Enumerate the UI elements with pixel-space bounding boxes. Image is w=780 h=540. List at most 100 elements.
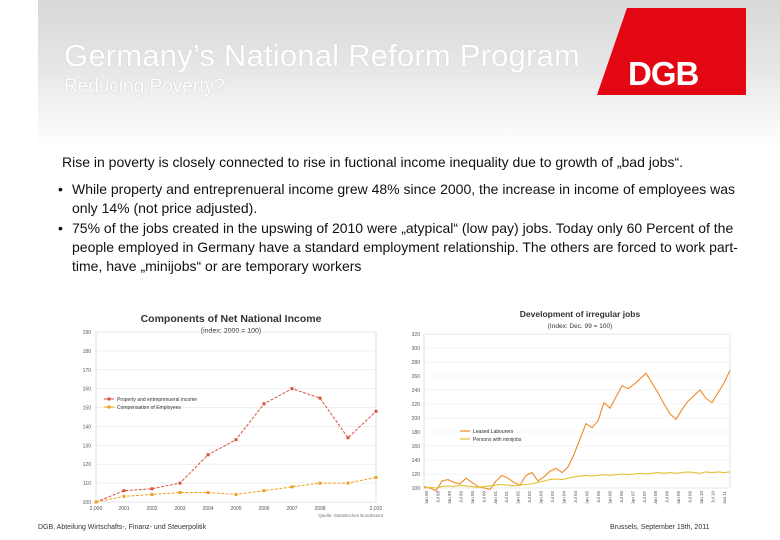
data-point	[122, 489, 126, 493]
x-tick-label: 2008	[314, 506, 325, 512]
x-tick-label: Jan 10	[699, 491, 704, 505]
y-tick-label: 140	[412, 458, 421, 464]
x-tick-label: Jul 02	[527, 491, 532, 504]
data-point	[150, 492, 154, 496]
bullet-item: • 75% of the jobs created in the upswing…	[58, 219, 738, 276]
dgb-logo	[597, 8, 746, 95]
x-tick-label: 2006	[258, 506, 269, 512]
irregular-jobs-chart: Development of irregular jobs (Index: De…	[412, 309, 731, 505]
x-tick-label: Jan 11	[722, 491, 727, 505]
slide-subtitle: Reducing Poverty?	[64, 76, 225, 97]
x-tick-label: Jan 99	[447, 491, 452, 505]
legend-label: Property and entreprenueral income	[117, 397, 197, 403]
y-tick-label: 170	[83, 368, 92, 374]
x-tick-label: Jan 98	[424, 491, 429, 505]
x-tick-label: Jul 10	[711, 491, 716, 504]
y-tick-label: 240	[412, 388, 421, 394]
data-point	[318, 481, 322, 485]
x-tick-label: Jan 07	[630, 491, 635, 505]
x-tick-label: Jul 06	[619, 491, 624, 504]
logo-shape	[597, 8, 746, 95]
x-tick-label: Jul 05	[596, 491, 601, 504]
bullet-item: • While property and entreprenueral inco…	[58, 180, 738, 218]
plot-area	[95, 331, 377, 503]
legend-marker	[107, 397, 111, 401]
y-tick-label: 100	[83, 500, 92, 506]
series-line	[423, 370, 731, 492]
x-tick-label: 2005	[230, 506, 241, 512]
x-tick-label: Jul 07	[642, 491, 647, 504]
y-tick-label: 120	[83, 462, 92, 468]
y-tick-label: 180	[83, 349, 92, 355]
x-tick-label: 2,010	[370, 506, 383, 512]
x-tick-label: 2004	[202, 506, 213, 512]
x-tick-label: Jan 02	[516, 491, 521, 505]
net-income-chart: Components of Net National Income (index…	[83, 313, 384, 518]
data-point	[234, 492, 238, 496]
chart-title: Components of Net National Income	[141, 313, 322, 325]
footer-date: Brussels, September 19th, 2011	[610, 524, 710, 531]
x-tick-label: Jan 03	[539, 491, 544, 505]
data-point	[122, 494, 126, 498]
data-point	[374, 409, 378, 413]
y-tick-label: 130	[83, 443, 92, 449]
data-point	[290, 387, 294, 391]
data-point	[262, 402, 266, 406]
x-tick-label: 2007	[286, 506, 297, 512]
data-point	[290, 485, 294, 489]
x-tick-label: Jan 09	[676, 491, 681, 505]
y-tick-label: 260	[412, 374, 421, 380]
data-point	[150, 487, 154, 491]
data-point	[318, 396, 322, 400]
data-point	[178, 491, 182, 495]
data-point	[262, 489, 266, 493]
legend-label: Persons with minijobs	[473, 437, 522, 443]
lead-text: Rise in poverty is closely connected to …	[62, 154, 683, 170]
bullet-text: While property and entreprenueral income…	[72, 181, 736, 216]
bullet-dot-icon: •	[58, 181, 63, 197]
x-tick-label: 2003	[174, 506, 185, 512]
series-line	[423, 471, 731, 489]
y-tick-label: 140	[83, 424, 92, 430]
x-tick-label: Jan 01	[493, 491, 498, 505]
bullet-dot-icon: •	[58, 220, 63, 236]
data-point	[178, 481, 182, 485]
x-tick-label: 2002	[146, 506, 157, 512]
data-point	[346, 436, 350, 440]
bullet-text: 75% of the jobs created in the upswing o…	[72, 220, 738, 274]
y-tick-label: 100	[412, 486, 421, 492]
x-tick-label: Jul 03	[550, 491, 555, 504]
bullet-list: • While property and entreprenueral inco…	[58, 180, 738, 277]
legend-label: Leased Labourers	[473, 429, 514, 435]
x-tick-label: Jan 05	[584, 491, 589, 505]
x-tick-label: Jul 99	[458, 491, 463, 504]
footer-department: DGB, Abteilung Wirtschafts-, Finanz- und…	[38, 524, 207, 531]
x-tick-label: Jul 98	[435, 491, 440, 504]
y-tick-label: 190	[83, 330, 92, 336]
series-line	[95, 476, 377, 503]
slide-title: Germany’s National Reform Program	[64, 38, 580, 73]
legend-label: Compensation of Employees	[117, 405, 181, 411]
y-tick-label: 300	[412, 346, 421, 352]
y-tick-label: 110	[83, 481, 91, 487]
plot-area	[423, 333, 731, 489]
chart-subtitle: (Index: Dec. 99 = 100)	[548, 323, 613, 330]
legend-marker	[107, 405, 111, 409]
x-tick-label: 2,000	[90, 506, 103, 512]
x-tick-label: Jul 04	[573, 491, 578, 504]
y-tick-label: 320	[412, 332, 421, 338]
data-point	[94, 500, 98, 504]
y-tick-label: 280	[412, 360, 421, 366]
x-tick-label: Jan 08	[653, 491, 658, 505]
data-point	[206, 491, 210, 495]
x-tick-label: Jan 04	[562, 491, 567, 505]
x-tick-label: Jul 01	[504, 491, 509, 504]
x-tick-label: Jul 08	[665, 491, 670, 504]
data-point	[206, 453, 210, 457]
y-tick-label: 120	[412, 472, 421, 478]
y-tick-label: 160	[412, 444, 421, 450]
logo-text: DGB	[628, 55, 699, 92]
chart-title: Development of irregular jobs	[520, 309, 641, 319]
y-tick-label: 160	[83, 387, 92, 393]
y-tick-label: 220	[412, 402, 421, 408]
